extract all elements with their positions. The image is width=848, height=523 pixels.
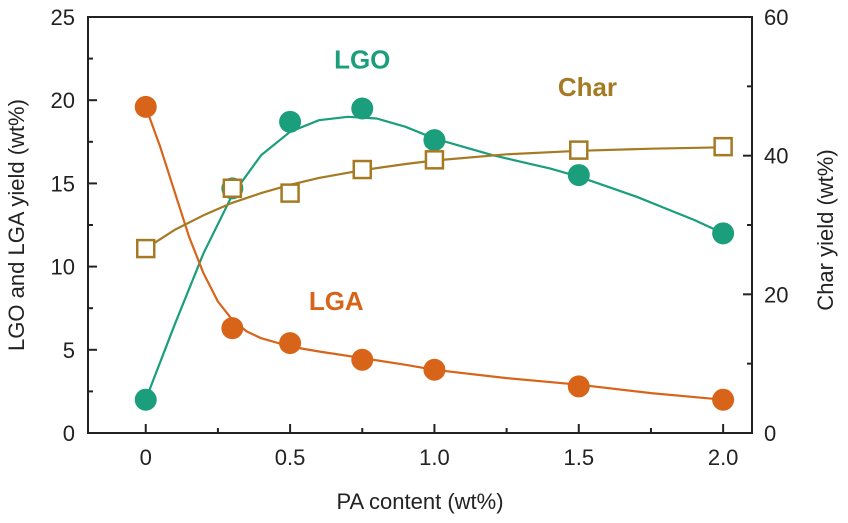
y-tick-label-left: 15: [51, 171, 75, 196]
lgo-data-point: [279, 110, 302, 133]
y-tick-label-left: 25: [51, 5, 75, 30]
y-tick-label-right: 0: [764, 421, 776, 446]
lgo-data-point: [712, 222, 735, 245]
y-axis-title-left: LGO and LGA yield (wt%): [4, 99, 29, 351]
lga-data-point: [221, 317, 244, 340]
data-markers: [134, 95, 735, 411]
char-label: Char: [558, 72, 617, 102]
x-axis-title: PA content (wt%): [336, 489, 503, 514]
y-tick-label-left: 0: [63, 421, 75, 446]
char-data-point: [352, 159, 373, 180]
lgo-data-point: [423, 129, 446, 152]
tick-labels: 0 0.5 1.0 1.5 2.0 0 5 10 15 20 25 0 20 40 60: [51, 5, 789, 470]
plot-frame: [87, 16, 753, 434]
char-data-point: [280, 183, 300, 203]
char-data-point: [222, 178, 243, 199]
series-labels: LGO Char LGA: [309, 45, 617, 316]
x-tick-label: 0: [140, 445, 152, 470]
lgo-data-point: [134, 388, 157, 411]
char-data-point: [569, 140, 589, 160]
char-data-point: [135, 238, 156, 259]
lgo-data-point: [351, 97, 374, 120]
char-fit-curve: [145, 146, 724, 250]
axis-ticks: [88, 16, 752, 434]
y-tick-label-right: 40: [764, 144, 788, 169]
lga-data-point: [712, 388, 735, 411]
lga-data-point: [134, 95, 157, 118]
lgo-label: LGO: [334, 45, 390, 75]
y-tick-label-right: 20: [764, 282, 788, 307]
x-tick-label: 0.5: [275, 445, 306, 470]
lga-label: LGA: [309, 286, 364, 316]
x-tick-label: 2.0: [708, 445, 739, 470]
lga-data-point: [279, 332, 302, 355]
x-tick-label: 1.5: [563, 445, 594, 470]
y-tick-label-left: 5: [63, 338, 75, 363]
char-data-point: [424, 150, 445, 170]
lga-data-point: [423, 358, 446, 381]
y-tick-label-left: 20: [51, 88, 75, 113]
y-tick-label-right: 60: [764, 5, 788, 30]
lgo-data-point: [567, 164, 590, 187]
y-tick-label-left: 10: [51, 255, 75, 280]
lga-data-point: [351, 348, 374, 371]
char-data-point: [713, 136, 733, 157]
lga-fit-curve: [144, 106, 724, 401]
lga-data-point: [567, 375, 590, 398]
y-axis-title-right: Char yield (wt%): [813, 149, 838, 310]
x-tick-label: 1.0: [419, 445, 450, 470]
